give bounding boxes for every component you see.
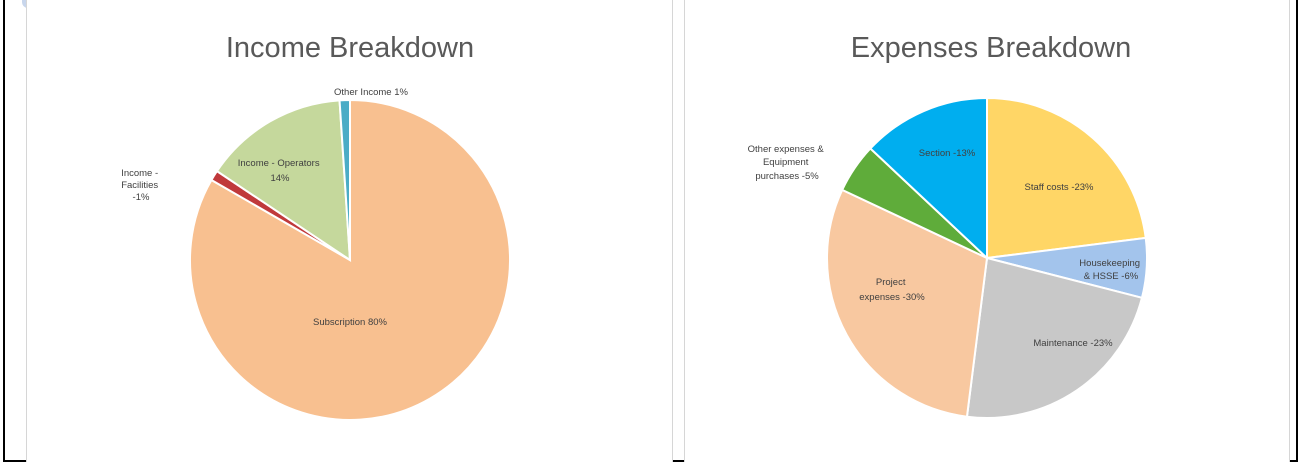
slice-project-expenses bbox=[826, 188, 989, 418]
slice-other-income bbox=[338, 98, 351, 261]
expenses-pie-chart: Expenses Breakdown Staff costs -23% Hous… bbox=[748, 32, 1148, 419]
income-pie-chart: Income Breakdown Subscription 80% Income… bbox=[121, 32, 512, 421]
label-other-income: Other Income 1% bbox=[334, 87, 408, 98]
income-chart-title: Income Breakdown bbox=[226, 32, 474, 64]
label-income-operators: Income - Operators 14% bbox=[238, 158, 322, 184]
income-chart-panel: Income Breakdown Subscription 80% Income… bbox=[26, 0, 673, 462]
slice-section bbox=[868, 96, 988, 261]
label-housekeeping: Housekeeping & HSSE -6% bbox=[1079, 258, 1142, 282]
label-section: Section -13% bbox=[919, 148, 976, 159]
label-staff-costs: Staff costs -23% bbox=[1025, 182, 1095, 193]
expenses-chart-panel: Expenses Breakdown Staff costs -23% Hous… bbox=[684, 0, 1290, 462]
label-project-expenses: Project expenses -30% bbox=[859, 277, 925, 303]
label-maintenance: Maintenance -23% bbox=[1033, 338, 1113, 349]
slice-income-operators bbox=[215, 99, 352, 262]
slice-staff-costs bbox=[986, 96, 1147, 260]
label-income-facilities: Income - Facilities -1% bbox=[121, 168, 161, 203]
label-other-expenses: Other expenses & Equipment purchases -5% bbox=[748, 144, 827, 182]
label-subscription: Subscription 80% bbox=[313, 317, 387, 328]
slice-maintenance bbox=[965, 256, 1144, 419]
expenses-chart-title: Expenses Breakdown bbox=[851, 32, 1132, 64]
